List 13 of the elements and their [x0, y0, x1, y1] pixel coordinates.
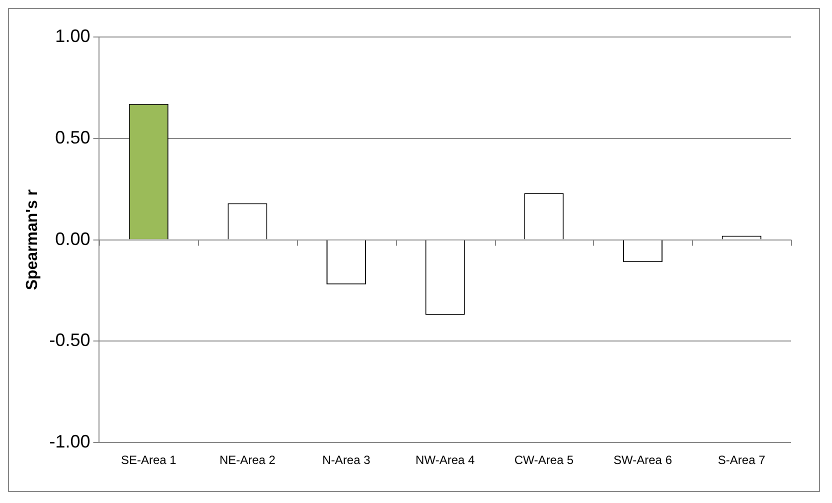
x-tick-label: SW-Area 6 — [614, 453, 672, 468]
x-tick-label: S-Area 7 — [718, 453, 766, 468]
y-tick-label: 0.50 — [55, 127, 90, 148]
y-tick-label: -1.00 — [49, 432, 90, 452]
x-tick-label: NW-Area 4 — [416, 453, 475, 468]
y-axis-title: Spearman's r — [24, 189, 42, 290]
x-tick-label: SE-Area 1 — [120, 453, 177, 468]
y-tick-label: 0.00 — [55, 228, 90, 249]
x-tick-label: CW-Area 5 — [514, 453, 574, 468]
x-tick-label: N-Area 3 — [322, 453, 371, 468]
y-tick-label: -0.50 — [49, 330, 90, 350]
y-tick-label: 1.00 — [55, 26, 90, 46]
x-tick-label: NE-Area 2 — [219, 453, 276, 468]
